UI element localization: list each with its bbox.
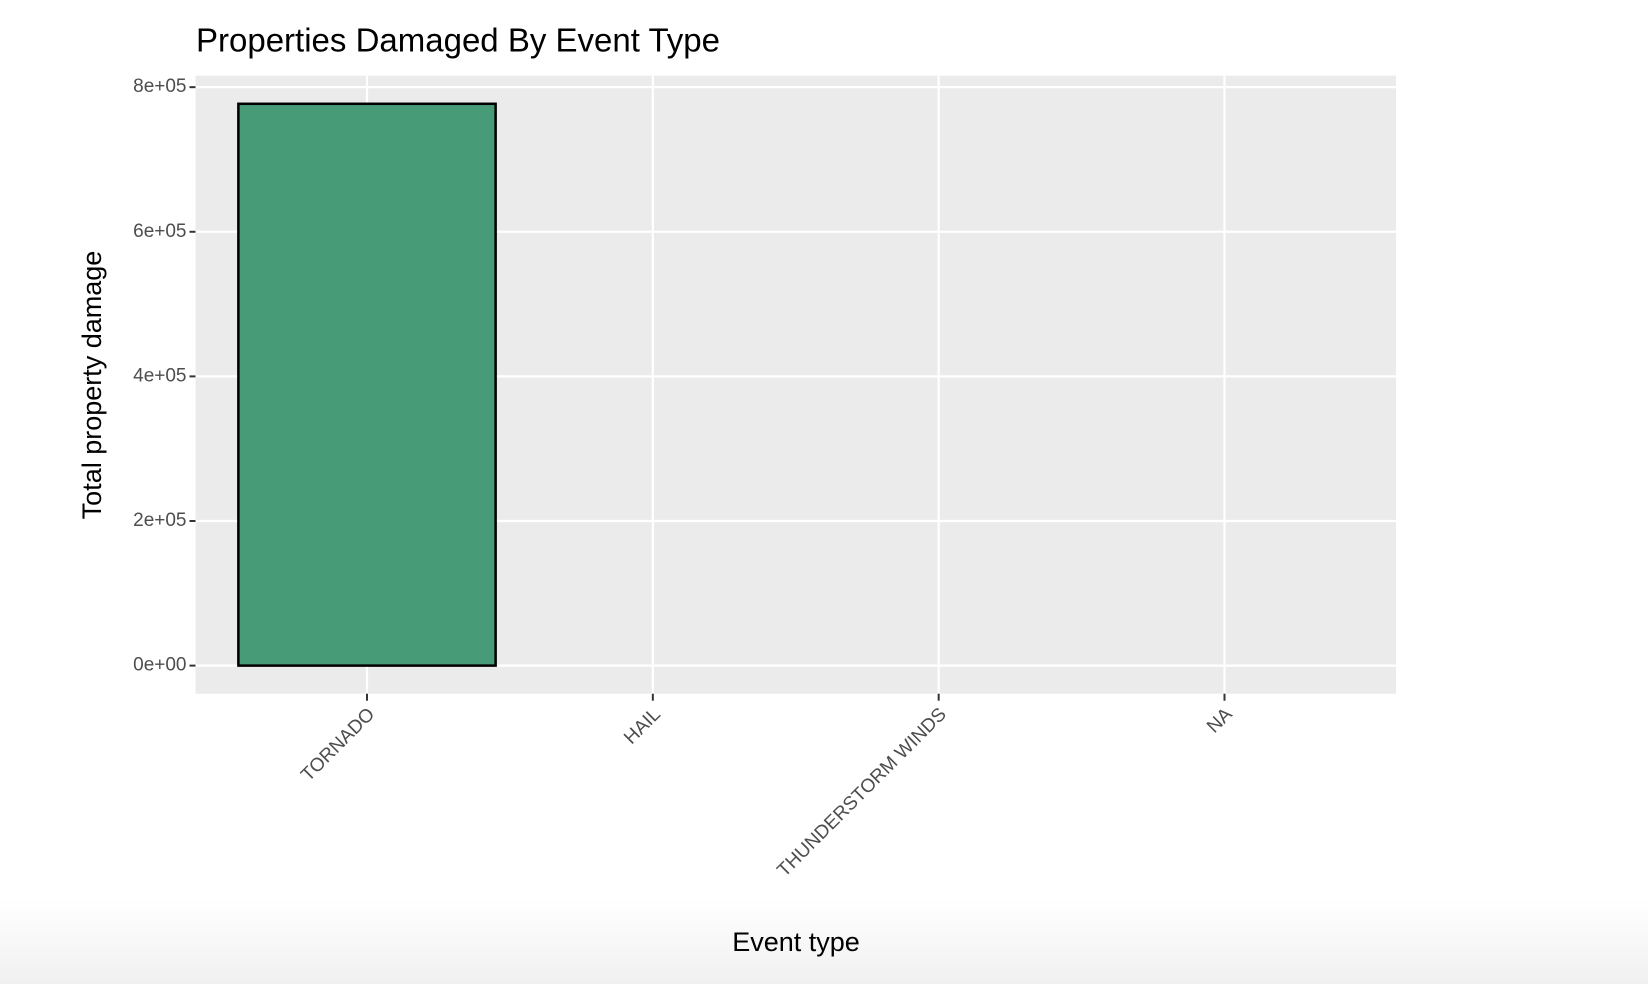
x-tick-label: NA bbox=[1203, 704, 1237, 738]
y-tick-label: 2e+05 bbox=[133, 510, 186, 531]
y-tick-label: 0e+00 bbox=[133, 655, 186, 676]
chart-title: Properties Damaged By Event Type bbox=[196, 22, 720, 59]
y-tick-label: 6e+05 bbox=[133, 221, 186, 242]
y-axis-title: Total property damage bbox=[77, 251, 107, 520]
x-tick-label: THUNDERSTORM WINDS bbox=[773, 704, 950, 881]
x-tick-label: HAIL bbox=[620, 704, 665, 749]
x-axis-title: Event type bbox=[732, 927, 860, 957]
bar bbox=[237, 102, 497, 667]
y-tick-label: 8e+05 bbox=[133, 76, 186, 97]
bottom-fade bbox=[0, 900, 1648, 984]
y-tick-label: 4e+05 bbox=[133, 365, 186, 386]
x-tick-label: TORNADO bbox=[297, 704, 379, 786]
